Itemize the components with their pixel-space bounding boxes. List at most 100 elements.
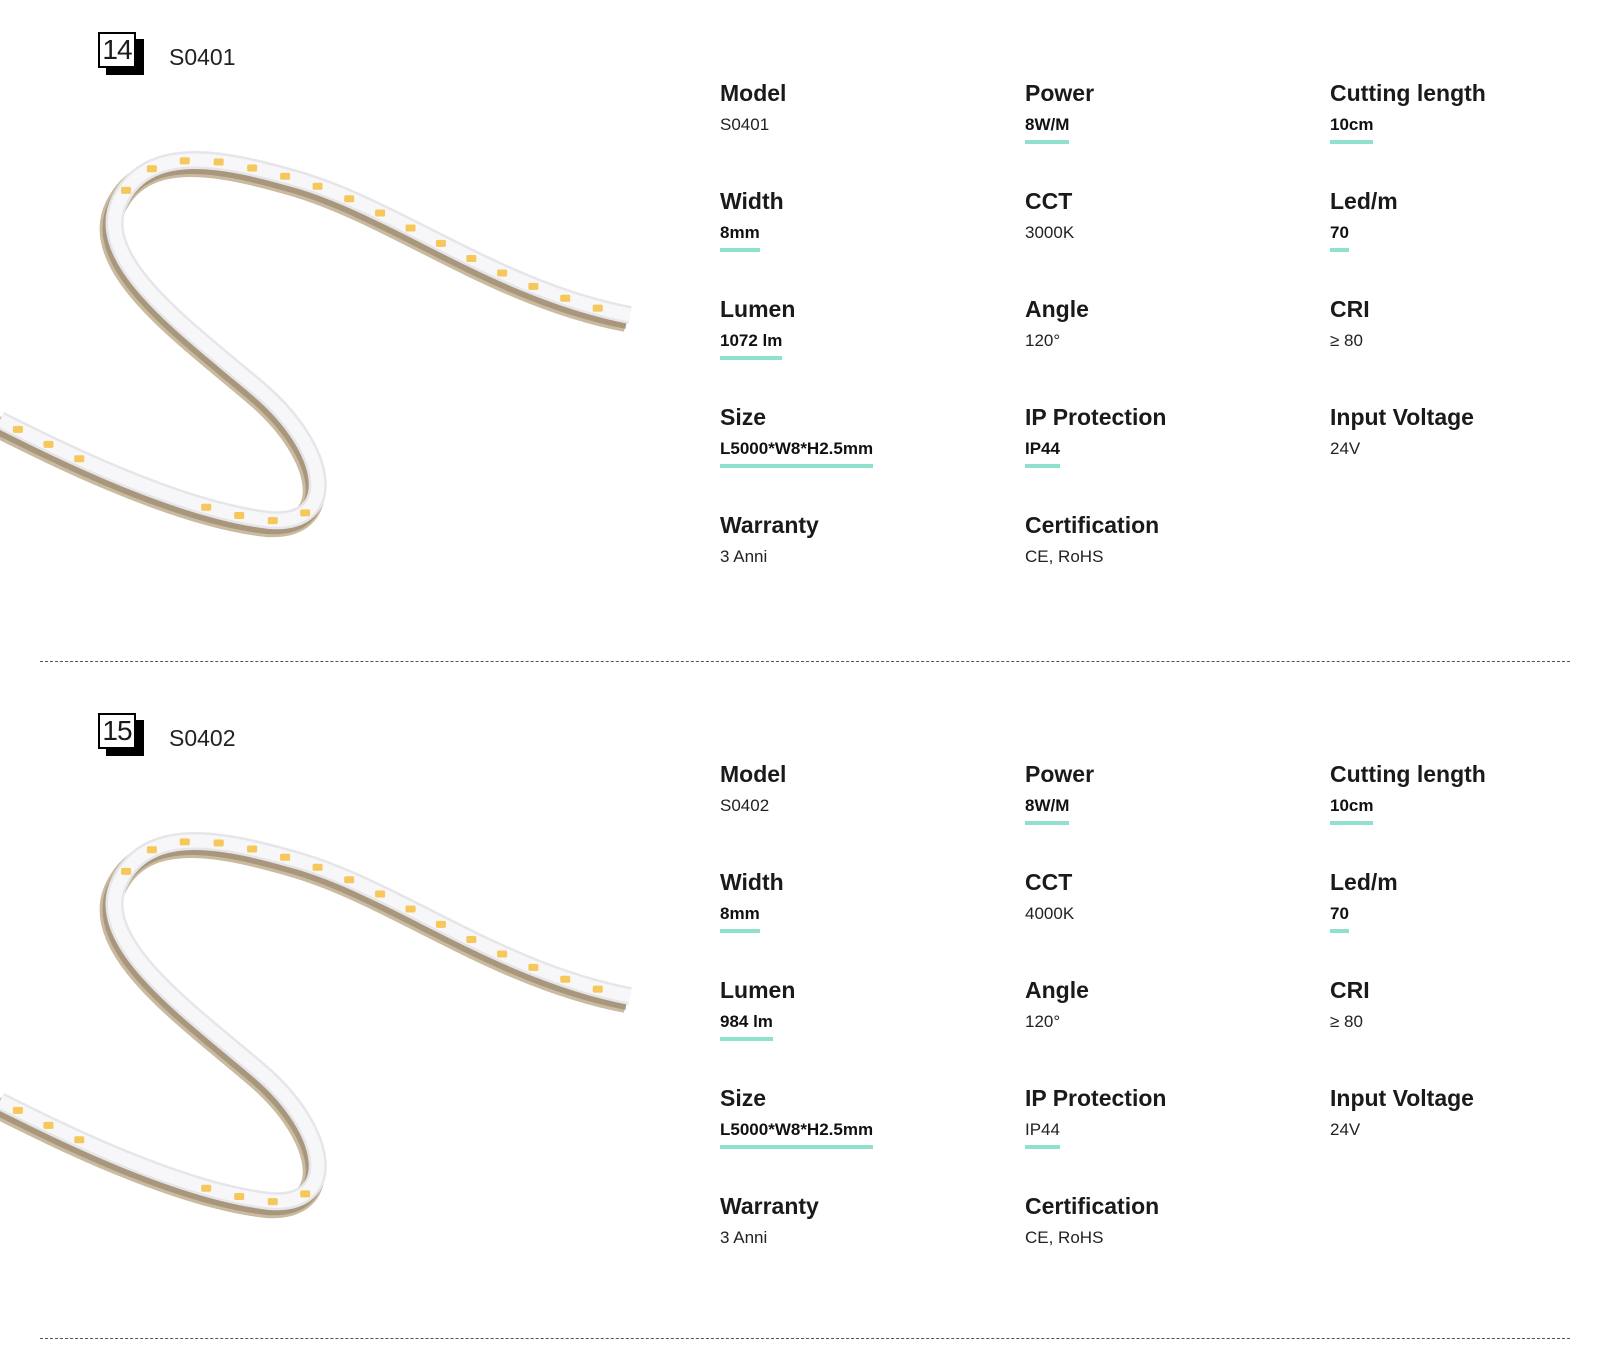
spec-certification: Certification CE, RoHS — [1025, 512, 1159, 572]
spec-power: Power 8W/M — [1025, 80, 1094, 144]
spec-ip-protection: IP Protection IP44 — [1025, 1085, 1166, 1149]
spec-label: Certification — [1025, 1193, 1160, 1219]
spec-size: Size L5000*W8*H2.5mm — [720, 1085, 874, 1149]
spec-value: 10cm — [1330, 115, 1374, 144]
led-chip — [560, 294, 571, 302]
led-chip — [560, 975, 571, 983]
spec-label: CCT — [1025, 188, 1073, 214]
spec-value: L5000*W8*H2.5mm — [720, 439, 874, 468]
spec-cutting-length: Cutting length 10cm — [1330, 80, 1486, 144]
spec-label: CRI — [1330, 977, 1370, 1003]
spec-label: CCT — [1025, 869, 1073, 895]
spec-lumen: Lumen 1072 lm — [720, 296, 795, 360]
led-chip — [300, 509, 311, 517]
spec-input-voltage: Input Voltage 24V — [1330, 404, 1474, 464]
spec-label: IP Protection — [1025, 1085, 1167, 1111]
led-chip — [497, 269, 508, 277]
spec-angle: Angle 120° — [1025, 296, 1089, 356]
led-chip — [466, 936, 477, 944]
spec-ip-protection: IP Protection IP44 — [1025, 404, 1166, 468]
spec-cct: CCT 3000K — [1025, 188, 1074, 248]
led-chip — [121, 186, 132, 194]
led-chip — [12, 1106, 23, 1114]
spec-label: Certification — [1025, 512, 1160, 538]
spec-cutting-length: Cutting length 10cm — [1330, 761, 1486, 825]
led-chip — [201, 1184, 212, 1192]
spec-cri: CRI ≥ 80 — [1330, 977, 1370, 1037]
spec-value: S0401 — [720, 115, 770, 134]
spec-value: CE, RoHS — [1025, 547, 1104, 566]
product-title: S0401 — [169, 44, 236, 70]
spec-lumen: Lumen 984 lm — [720, 977, 795, 1041]
spec-label: Led/m — [1330, 869, 1398, 895]
spec-label: Lumen — [720, 977, 796, 1003]
led-chip — [300, 1190, 311, 1198]
led-chip — [405, 905, 416, 913]
spec-width: Width 8mm — [720, 188, 784, 252]
spec-value: 120° — [1025, 331, 1061, 350]
spec-label: Width — [720, 188, 784, 214]
spec-value: 70 — [1330, 904, 1349, 933]
led-chip — [267, 517, 278, 525]
spec-label: Cutting length — [1330, 80, 1486, 106]
led-chip — [74, 1136, 85, 1144]
spec-value: 8W/M — [1025, 115, 1070, 144]
spec-model: Model S0402 — [720, 761, 786, 821]
led-chip — [405, 224, 416, 232]
spec-label: Cutting length — [1330, 761, 1486, 787]
product-number: 14 — [98, 32, 136, 68]
spec-value: CE, RoHS — [1025, 1228, 1104, 1247]
spec-label: Angle — [1025, 296, 1089, 322]
spec-value: 3 Anni — [720, 1228, 768, 1247]
spec-model: Model S0401 — [720, 80, 786, 140]
led-chip — [312, 182, 323, 190]
product-number: 15 — [98, 713, 136, 749]
led-chip — [528, 282, 539, 290]
spec-value: ≥ 80 — [1330, 1012, 1363, 1031]
spec-label: Led/m — [1330, 188, 1398, 214]
led-chip — [234, 511, 245, 519]
led-chip — [435, 239, 446, 247]
section-divider — [40, 1338, 1570, 1339]
spec-value: IP44 — [1025, 1120, 1060, 1149]
spec-label: Input Voltage — [1330, 404, 1474, 430]
led-chip — [344, 876, 355, 884]
led-chip — [247, 164, 258, 172]
spec-power: Power 8W/M — [1025, 761, 1094, 825]
led-chip — [146, 846, 157, 854]
spec-value: 24V — [1330, 439, 1361, 458]
spec-value: 120° — [1025, 1012, 1061, 1031]
led-chip — [234, 1192, 245, 1200]
led-chip — [12, 425, 23, 433]
spec-value: 10cm — [1330, 796, 1374, 825]
spec-label: Size — [720, 404, 767, 430]
led-chip — [592, 304, 603, 312]
led-chip — [592, 985, 603, 993]
led-chip — [435, 920, 446, 928]
spec-cri: CRI ≥ 80 — [1330, 296, 1370, 356]
led-chip — [267, 1198, 278, 1206]
product-section: 14 S0401 Model S0401 Power 8W/M Cutting le… — [0, 32, 1486, 572]
led-chip — [179, 838, 190, 846]
led-chip — [43, 1121, 54, 1129]
led-chip — [312, 863, 323, 871]
spec-label: Power — [1025, 80, 1095, 106]
spec-certification: Certification CE, RoHS — [1025, 1193, 1159, 1253]
led-chip — [201, 503, 212, 511]
spec-label: Input Voltage — [1330, 1085, 1474, 1111]
product-section: 15 S0402 Model S0402 Power 8W/M Cutting le… — [0, 681, 1600, 1362]
led-chip — [375, 209, 386, 217]
spec-label: Model — [720, 761, 787, 787]
led-chip — [280, 172, 291, 180]
spec-value: ≥ 80 — [1330, 331, 1363, 350]
spec-size: Size L5000*W8*H2.5mm — [720, 404, 874, 468]
spec-value: 984 lm — [720, 1012, 773, 1041]
spec-label: Lumen — [720, 296, 796, 322]
led-chip — [43, 440, 54, 448]
spec-value: IP44 — [1025, 439, 1060, 468]
spec-value: L5000*W8*H2.5mm — [720, 1120, 874, 1149]
spec-label: Angle — [1025, 977, 1089, 1003]
spec-value: 8mm — [720, 223, 760, 252]
led-strip-image — [0, 821, 650, 1241]
led-chip — [280, 853, 291, 861]
